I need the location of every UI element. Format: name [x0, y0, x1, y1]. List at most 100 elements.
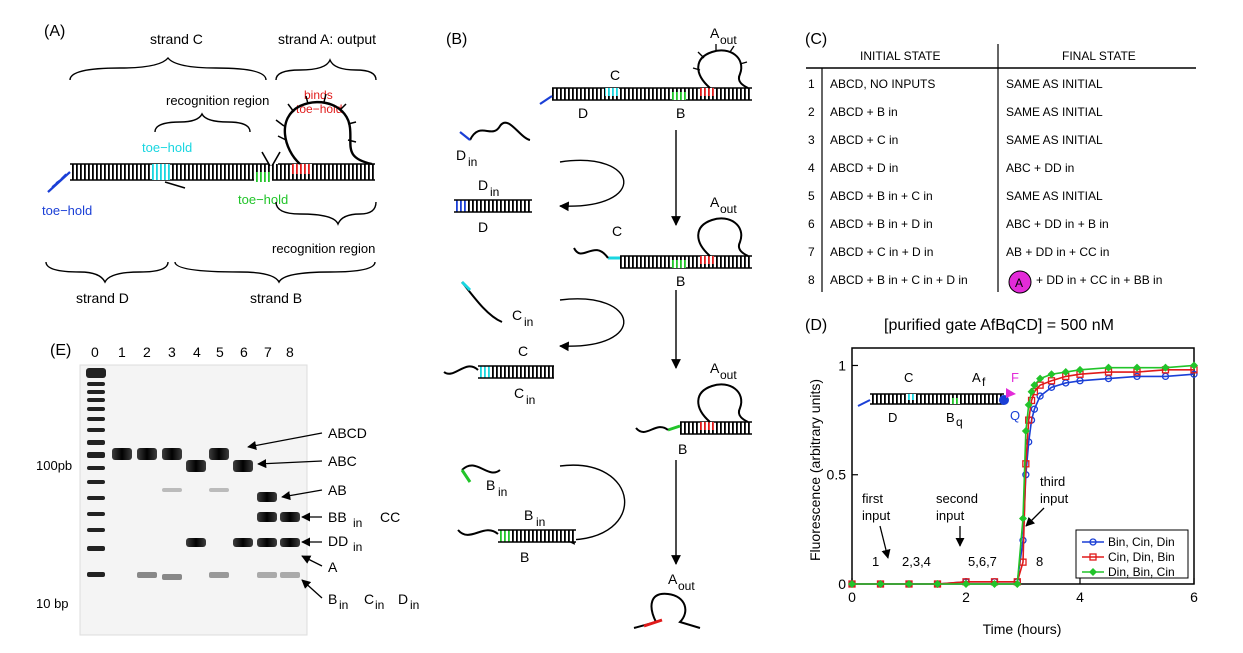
band-cin-sub: in — [375, 598, 384, 612]
output-a-circle — [1008, 270, 1032, 294]
toehold-blue-label: toe−hold — [42, 203, 92, 218]
svg-text:A: A — [972, 370, 981, 385]
lane-label-0: 0 — [91, 344, 99, 360]
c-in-label-2: C — [514, 385, 524, 401]
panel-e: (E) 0 1 2 3 4 5 6 7 8 — [36, 342, 419, 636]
strand-b-label: strand B — [250, 290, 302, 306]
svg-text:in: in — [524, 315, 533, 329]
y-tick-label: 0 — [838, 576, 846, 592]
panel-b-label: (B) — [446, 31, 467, 48]
svg-text:2,3,4: 2,3,4 — [902, 554, 931, 569]
gate-duplex — [70, 164, 375, 180]
y-tick-label: 0.5 — [827, 467, 847, 483]
x-axis-label: Time (hours) — [983, 621, 1062, 637]
table-row-final: ABC + DD in — [1006, 161, 1074, 175]
recognition-region-bottom: recognition region — [272, 241, 375, 256]
svg-text:B: B — [946, 410, 955, 425]
legend-label: Din, Bin, Cin — [1108, 565, 1175, 579]
table-row-num: 1 — [808, 77, 815, 91]
data-point — [1061, 368, 1070, 377]
panel-e-label: (E) — [50, 342, 71, 359]
recognition-region-top: recognition region — [166, 93, 269, 108]
band-din-sub: in — [410, 598, 419, 612]
band-a: A — [328, 559, 338, 575]
panel-b: (B) A out C D B D in D in D — [443, 25, 752, 629]
svg-text:C: C — [904, 370, 913, 385]
data-point — [876, 580, 885, 588]
fluorophore-marker — [1006, 388, 1016, 398]
table-row-final: SAME AS INITIAL — [1006, 133, 1103, 147]
svg-text:input: input — [936, 508, 965, 523]
band-bin: B — [328, 591, 337, 607]
recognition-bottom-brace — [275, 201, 377, 226]
data-point — [962, 580, 970, 588]
legend-label: Cin, Din, Bin — [1108, 550, 1175, 564]
svg-text:out: out — [720, 202, 737, 216]
output-hairpin-loop — [283, 101, 373, 166]
band-cc: CC — [380, 509, 400, 525]
data-point — [848, 580, 856, 588]
svg-text:out: out — [720, 33, 737, 47]
svg-text:D: D — [888, 410, 897, 425]
band-dd-sub: in — [353, 540, 362, 554]
data-point — [1030, 381, 1039, 390]
data-point — [1036, 374, 1045, 383]
panel-a-label: (A) — [44, 23, 65, 40]
table-row-initial: ABCD + B in + C in — [830, 189, 933, 203]
lane-label-8: 8 — [286, 344, 294, 360]
svg-text:in: in — [526, 393, 535, 407]
svg-text:in: in — [498, 485, 507, 499]
panel-a: (A) strand C strand A: output recognitio… — [42, 23, 377, 306]
svg-text:third: third — [1040, 474, 1065, 489]
band-abc: ABC — [328, 453, 357, 469]
strand-d-brace — [45, 261, 169, 284]
lane-label-7: 7 — [264, 344, 272, 360]
panel-c-label: (C) — [805, 31, 827, 48]
svg-text:input: input — [862, 508, 891, 523]
data-point — [1190, 361, 1198, 370]
svg-text:1: 1 — [872, 554, 879, 569]
d-in-label-2: D — [478, 177, 488, 193]
red-toehold-region — [292, 164, 312, 174]
green-toehold-region — [254, 172, 272, 182]
x-tick-label: 2 — [962, 589, 970, 605]
gate-ab — [680, 422, 752, 434]
svg-text:out: out — [720, 368, 737, 382]
strand-c-label: strand C — [150, 31, 203, 47]
panel-d: (D) [purified gate AfBqCD] = 500 nM 0 2 4 6… — [805, 317, 1198, 637]
table-row-initial: ABCD + C in + D in — [830, 245, 933, 259]
svg-text:out: out — [678, 579, 695, 593]
table-row-final: SAME AS INITIAL — [1006, 105, 1103, 119]
recognition-top-brace — [154, 112, 251, 133]
toehold-cyan-label: toe−hold — [142, 140, 192, 155]
svg-text:in: in — [468, 155, 477, 169]
table-row-num: 3 — [808, 133, 815, 147]
svg-text:in: in — [490, 185, 499, 199]
lane-label-1: 1 — [118, 344, 126, 360]
table-row-initial: ABCD + B in — [830, 105, 898, 119]
b-label-4: B — [520, 549, 529, 565]
data-point — [933, 580, 942, 588]
inset-gate — [870, 394, 1004, 404]
lane-label-3: 3 — [168, 344, 176, 360]
lane-label-4: 4 — [193, 344, 201, 360]
data-point — [1133, 363, 1141, 372]
data-point — [1133, 372, 1141, 381]
data-point — [1024, 400, 1033, 409]
svg-text:8: 8 — [1036, 554, 1043, 569]
b-label-2: B — [676, 273, 685, 289]
panel-c: (C) INITIAL STATE FINAL STATE 1 ABCD, NO … — [805, 31, 1196, 294]
d-label-1: D — [578, 105, 588, 121]
table-row-final: SAME AS INITIAL — [1006, 189, 1103, 203]
table-row-initial: ABCD + D in — [830, 161, 898, 175]
svg-text:second: second — [936, 491, 978, 506]
band-bin-sub: in — [339, 598, 348, 612]
a-out-label-4: A — [668, 571, 678, 587]
x-tick-label: 4 — [1076, 589, 1084, 605]
marker-10bp: 10 bp — [36, 596, 69, 611]
band-cin: C — [364, 591, 374, 607]
x-tick-label: 6 — [1190, 589, 1198, 605]
header-initial: INITIAL STATE — [860, 49, 940, 63]
c-label-1: C — [610, 67, 620, 83]
d-in-strand — [469, 121, 531, 141]
